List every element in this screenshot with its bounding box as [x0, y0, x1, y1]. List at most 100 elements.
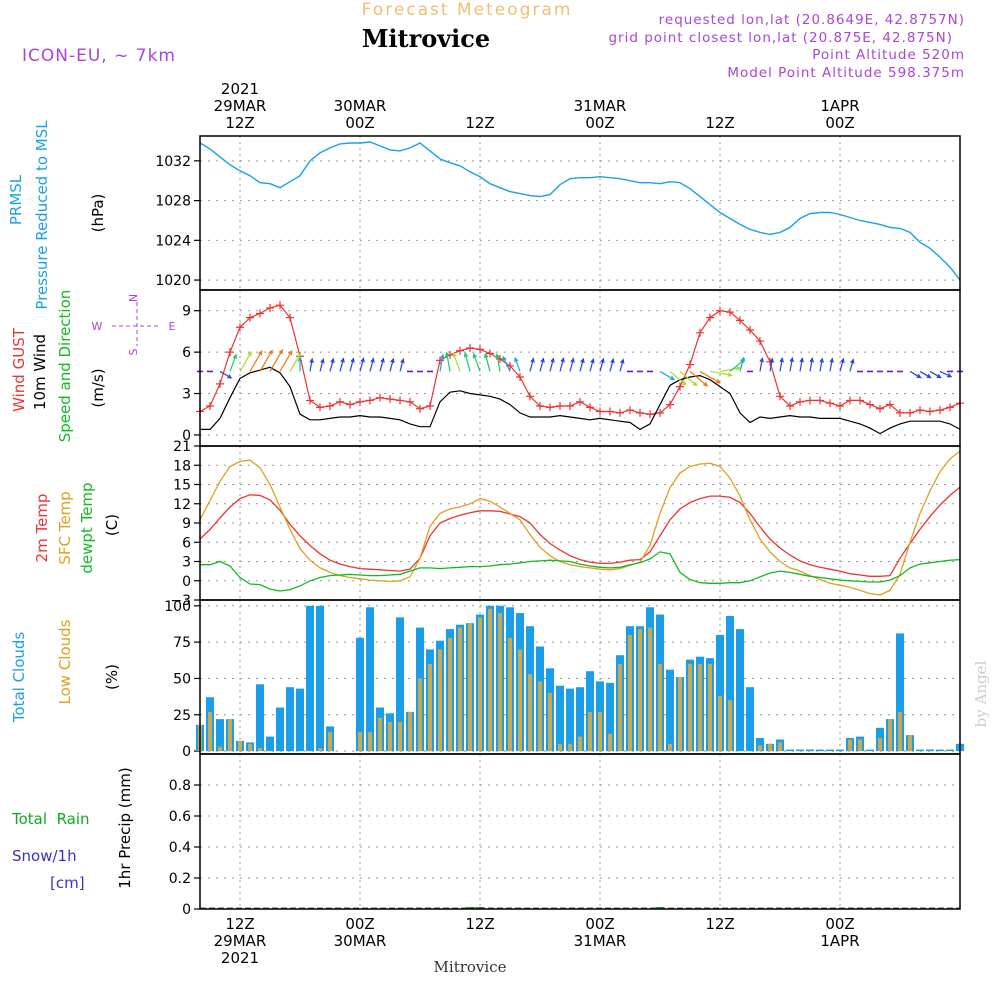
wind-arrow-head	[502, 355, 507, 361]
wind-panel: 0 3 6 9 Wind GUST 10m Wind Speed and Direction…	[10, 289, 964, 447]
bottom-time-label: 12Z	[225, 915, 254, 933]
total-cloud-bar	[296, 688, 304, 752]
wind-arrow	[389, 358, 394, 372]
total-cloud-bar	[316, 605, 324, 752]
wind-arrow-head	[715, 379, 721, 384]
gust-marker	[706, 313, 714, 322]
wind-arrow-head	[440, 353, 445, 360]
wind-arrow-head	[570, 357, 575, 363]
total-cloud-bar	[216, 719, 224, 752]
clouds-tick-label: 100	[164, 599, 191, 615]
top-time-label: 00Z	[825, 114, 854, 132]
pressure-tick-label: 1024	[155, 233, 191, 249]
wind-arrow	[269, 349, 283, 372]
wind-arrow	[309, 359, 313, 372]
wind-arrow	[349, 358, 354, 372]
wind-arrow-head	[390, 357, 395, 364]
low-cloud-bar	[508, 637, 512, 752]
wind-arrow	[464, 353, 471, 372]
low-cloud-bar	[418, 678, 422, 752]
low-cloud-bar	[878, 738, 882, 752]
low-cloud-bar	[388, 722, 392, 752]
precip-frame	[199, 753, 961, 910]
wind-arrow-head	[360, 357, 365, 363]
gust-marker	[316, 403, 324, 412]
temp-tick-label: 18	[173, 458, 191, 474]
gust-marker	[236, 323, 244, 332]
wind-arrow	[473, 354, 481, 372]
total-cloud-bar	[826, 749, 834, 752]
temperature-panel: −3 0 3 6 9 12 15 18 21 2m Temp SFC Temp dewpt Temp (…	[33, 439, 961, 609]
top-title: Forecast Meteogram	[362, 0, 573, 20]
top-time-label: 29MAR	[214, 97, 267, 115]
gust-marker	[916, 406, 924, 415]
wind-arrow-head	[550, 357, 555, 363]
temp-2m-line	[199, 486, 961, 577]
gust-marker	[566, 401, 574, 410]
gust-marker	[716, 306, 724, 315]
low-cloud-bar	[618, 663, 622, 752]
low-cloud-bar	[558, 743, 562, 752]
gust-marker	[606, 407, 614, 416]
temp-tick-label: 6	[182, 535, 191, 551]
total-cloud-bar	[556, 685, 564, 752]
wind-arrow	[259, 350, 273, 372]
sfc-temp-line	[199, 450, 961, 596]
gust-marker	[266, 303, 274, 312]
top-time-label: 2021	[221, 80, 259, 98]
wind-arrow-head	[247, 351, 252, 357]
wind-arrow-head	[769, 357, 774, 363]
wind-arrow	[699, 370, 721, 384]
low-cloud-bar	[718, 695, 722, 752]
temp-grid: −3 0 3 6 9 12 15 18 21	[170, 439, 960, 609]
pressure-tick-label: 1032	[155, 154, 191, 170]
wind-arrow	[679, 370, 698, 386]
gust-marker	[456, 346, 464, 355]
total-cloud-bar	[936, 749, 944, 752]
wind-arrow	[496, 354, 501, 372]
gust-marker	[856, 396, 864, 405]
clouds-unit-label: (%)	[103, 664, 121, 690]
bottom-time-label: 00Z	[825, 915, 854, 933]
precip-tick-label: 0.2	[169, 871, 191, 887]
low-cloud-bar	[628, 634, 632, 752]
grid-coords: grid point closest lon,lat (20.875E, 42.…	[608, 30, 953, 46]
gust-marker	[576, 397, 584, 406]
total-cloud-bar	[366, 607, 374, 752]
total-cloud-bar	[866, 749, 874, 752]
pressure-unit-label: (hPa)	[89, 194, 107, 233]
wind-arrow-head	[947, 373, 953, 378]
temp-tick-label: −3	[170, 593, 191, 609]
wind-arrow	[939, 370, 952, 378]
temp-tick-label: 0	[182, 574, 191, 590]
snow-unit-label: [cm]	[50, 874, 85, 892]
wind-arrow-head	[926, 373, 932, 379]
wind-arrow-head	[452, 352, 457, 358]
low-cloud-bar	[728, 700, 732, 751]
wind-arrow	[739, 357, 745, 372]
total-cloud-bar	[746, 687, 754, 752]
wind-arrow	[609, 359, 614, 372]
wind-arrow-head	[829, 357, 834, 363]
gust-marker	[386, 395, 394, 404]
low-cloud-bar	[648, 627, 652, 752]
low-cloud-bar	[258, 748, 262, 752]
low-cloud-bar	[328, 732, 332, 752]
compass-s: S	[127, 348, 140, 355]
precip-panel: 0 0.2 0.4 0.6 0.8 1hr Precip (mm)	[116, 753, 961, 918]
wind-arrow-head	[350, 357, 355, 363]
total-cloud-bar	[756, 738, 764, 752]
gust-marker	[636, 408, 644, 417]
total-clouds-label: Total Clouds	[10, 632, 28, 724]
wind-gust-label: Wind GUST	[10, 327, 28, 412]
wind-arrow	[249, 350, 263, 372]
wind-arrow-head	[560, 357, 565, 363]
top-time-label: 30MAR	[334, 97, 387, 115]
wind-10m-label: 10m Wind	[31, 334, 49, 410]
gust-marker	[726, 308, 734, 317]
wind-arrow-head	[400, 358, 405, 364]
wind-arrow	[909, 370, 921, 379]
gust-marker	[786, 401, 794, 410]
total-cloud-bar	[796, 749, 804, 752]
